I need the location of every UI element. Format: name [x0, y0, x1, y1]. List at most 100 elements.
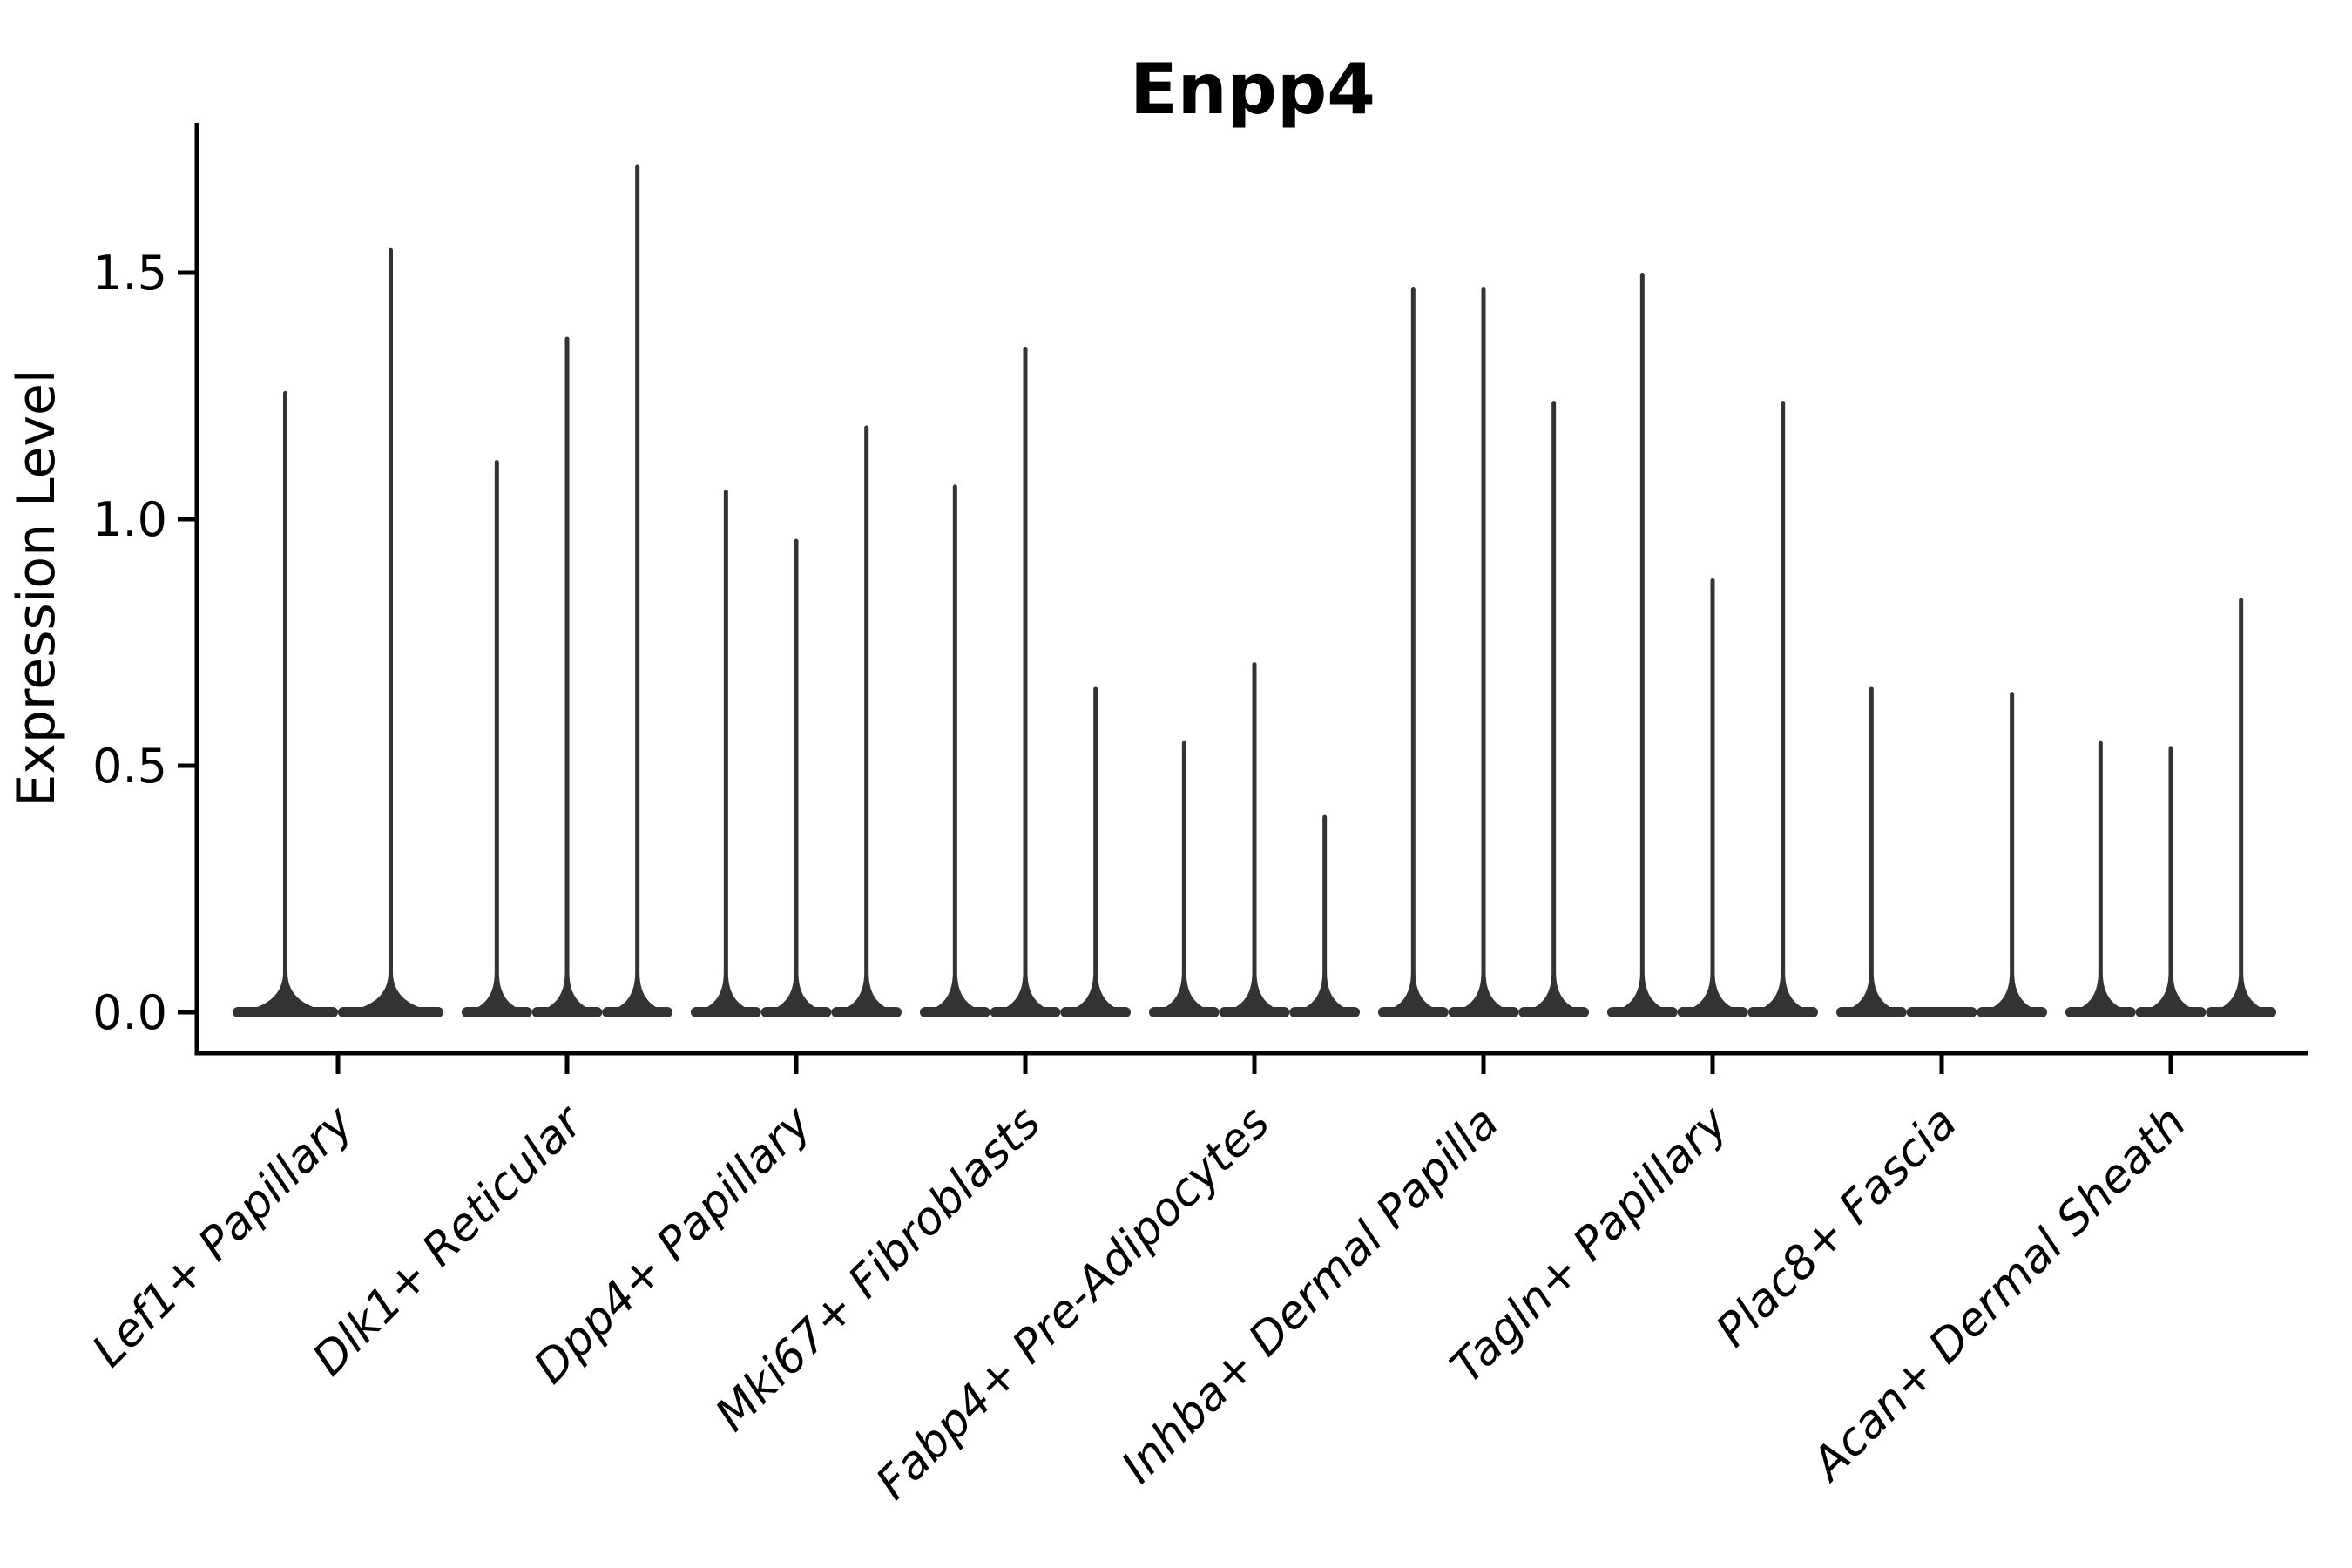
violin [1906, 1007, 1977, 1017]
violin-spike [475, 460, 519, 1009]
violin-base [1977, 1007, 2047, 1017]
violin-base [920, 1007, 990, 1017]
x-tick-label: Plac8+ Fascia [1707, 1097, 1967, 1357]
violin-group [462, 164, 672, 1017]
violin-spike [704, 490, 748, 1009]
plot-title: Enpp4 [1130, 49, 1375, 130]
violin-spike [544, 336, 590, 1009]
violin-spike [2078, 740, 2123, 1009]
violin-spike [2148, 746, 2193, 1009]
violins-layer [233, 164, 2276, 1017]
violin-spike [1073, 686, 1118, 1009]
violin [2135, 746, 2207, 1017]
x-tick-label: Acan+ Dermal Sheath [1801, 1097, 2196, 1492]
violin-base [691, 1007, 761, 1017]
violin-base [1219, 1007, 1290, 1017]
violin-base [1448, 1007, 1519, 1017]
violin [691, 490, 761, 1017]
violin-base [2065, 1007, 2136, 1017]
violin-spike [1003, 346, 1048, 1009]
violin [1448, 287, 1519, 1017]
violin-spike [844, 425, 889, 1009]
y-tick-label: 0.0 [92, 985, 167, 1040]
violin-base [1677, 1007, 1748, 1017]
violin-base [831, 1007, 902, 1017]
violin-base [602, 1007, 672, 1017]
violin-spike [774, 538, 819, 1009]
violin-group [691, 425, 902, 1017]
violin [1607, 273, 1678, 1017]
violin-base [338, 1007, 443, 1017]
violin [233, 390, 338, 1017]
violin [1378, 287, 1449, 1017]
violin-spike [615, 164, 659, 1010]
x-tick-label: Inhba+ Dermal Papilla [1112, 1097, 1509, 1494]
violin-base [2135, 1007, 2207, 1017]
violin-spike [357, 247, 424, 1009]
violin [990, 346, 1061, 1017]
violin-spike [1990, 692, 2034, 1009]
violin-base [1060, 1007, 1131, 1017]
violin-base [990, 1007, 1061, 1017]
violin [831, 425, 902, 1017]
violin [1518, 401, 1589, 1017]
violin-spike [1391, 287, 1436, 1010]
violin [1289, 814, 1360, 1017]
violin-base [760, 1007, 832, 1017]
violin-base [1149, 1007, 1220, 1017]
violin [1060, 686, 1131, 1017]
violin [602, 164, 672, 1017]
violin-group [920, 346, 1131, 1017]
violin-group [1378, 287, 1589, 1017]
violin-spike [1531, 401, 1576, 1009]
x-tick-label: Fabp4+ Pre-Adipocytes [867, 1097, 1281, 1511]
violin [1677, 578, 1748, 1017]
y-tick-label: 1.0 [92, 492, 167, 547]
y-axis-label: Expression Level [6, 368, 67, 807]
violin-spike [1690, 578, 1735, 1009]
violin [1149, 740, 1220, 1017]
violin [531, 336, 603, 1017]
violin-spike [252, 390, 319, 1010]
violin [2206, 598, 2276, 1017]
violin-spike [1232, 662, 1277, 1009]
violin-base [531, 1007, 603, 1017]
violin-spike [1849, 686, 1894, 1009]
y-tick-label: 0.5 [92, 739, 167, 794]
violin-base [1906, 1007, 1977, 1017]
violin-spike [1302, 814, 1347, 1009]
violin-spike [1620, 273, 1665, 1009]
violin [920, 484, 990, 1017]
violin-group [1836, 686, 2047, 1017]
violin [2065, 740, 2136, 1017]
violin [760, 538, 832, 1017]
y-tick-label: 1.5 [92, 246, 167, 301]
violin [462, 460, 532, 1017]
violin-spike [2219, 598, 2263, 1009]
violin-group [233, 247, 443, 1017]
violin-base [1378, 1007, 1449, 1017]
violin [1836, 686, 1907, 1017]
violin-base [1836, 1007, 1907, 1017]
violin-base [2206, 1007, 2276, 1017]
violin-spike [1761, 401, 1805, 1010]
violin [338, 247, 443, 1017]
violin [1219, 662, 1290, 1017]
violin-base [1289, 1007, 1360, 1017]
violin-base [1518, 1007, 1589, 1017]
violin-group [2065, 598, 2276, 1017]
violin-group [1149, 662, 1360, 1017]
violin-base [1747, 1007, 1818, 1017]
violin [1747, 401, 1818, 1017]
violin-base [462, 1007, 532, 1017]
violin-spike [1162, 740, 1206, 1009]
violin-group [1607, 273, 1818, 1017]
violin-spike [933, 484, 977, 1009]
axes: 0.0 0.5 1.0 1.5 [92, 123, 2308, 1074]
violin-base [233, 1007, 338, 1017]
violin-spike [1461, 287, 1506, 1010]
axes-spines [194, 123, 2308, 1056]
